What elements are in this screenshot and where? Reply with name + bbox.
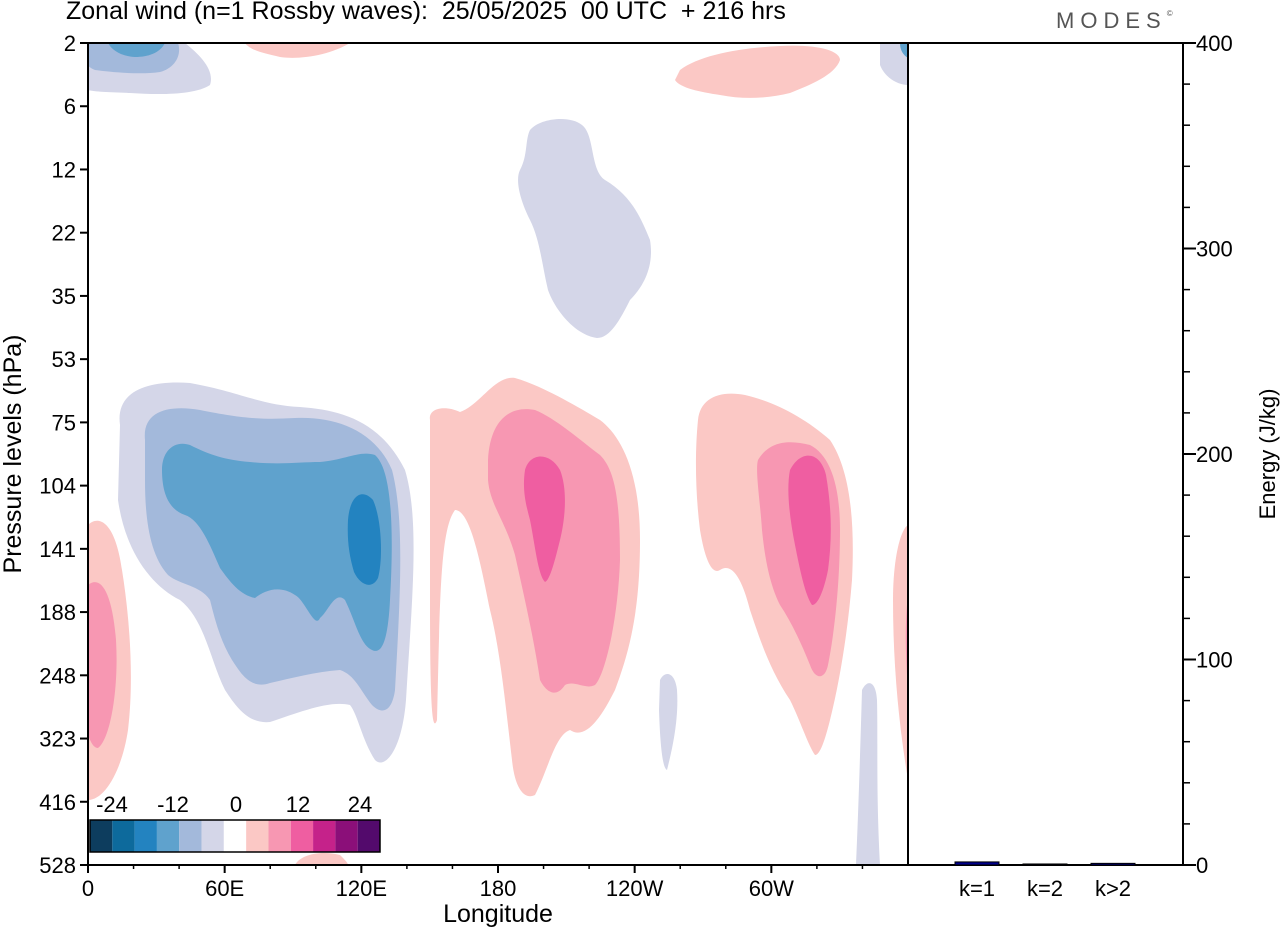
colorbar-swatch (201, 820, 224, 852)
y-tick-label: 22 (52, 221, 76, 246)
energy-bar (1022, 863, 1068, 866)
energy-axis: 0 100 200 300 400 (1183, 31, 1233, 878)
colorbar-swatch (313, 820, 336, 852)
colorbar-swatch (156, 820, 180, 852)
energy-tick-label: 400 (1196, 31, 1233, 56)
energy-tick-label: 0 (1196, 853, 1208, 878)
y-tick-label: 416 (39, 790, 76, 815)
y-tick-label: 104 (39, 474, 76, 499)
energy-bars: k=1 k=2 k>2 (954, 861, 1136, 901)
energy-tick-label: 300 (1196, 237, 1233, 262)
y-tick-label: 12 (52, 157, 76, 182)
energy-bar (1090, 862, 1136, 866)
energy-tick-label: 200 (1196, 442, 1233, 467)
colorbar-swatch (246, 820, 269, 852)
colorbar-swatch (112, 820, 135, 852)
contour-top-neg-right-2 (900, 43, 908, 58)
y-tick-label: 35 (52, 284, 76, 309)
contour-neg-thin1 (659, 674, 678, 770)
brand-logo: MODES© (1056, 8, 1173, 34)
x-tick-label: 60W (749, 876, 794, 901)
colorbar-swatch (268, 820, 291, 852)
colorbar-swatch (335, 820, 358, 852)
y-tick-label: 53 (52, 347, 76, 372)
y-tick-label: 188 (39, 600, 76, 625)
brand-mark: © (1166, 9, 1173, 18)
x-axis-label: Longitude (443, 900, 553, 928)
energy-axis-label: Energy (J/kg) (1255, 389, 1280, 520)
chart-title: Zonal wind (n=1 Rossby waves): 25/05/202… (66, 0, 786, 25)
contour-top-neg-right (880, 43, 908, 85)
y-tick-label: 323 (39, 727, 76, 752)
y-tick-label: 2 (64, 31, 76, 56)
contour-pos-left-2 (88, 582, 117, 748)
y-tick-label: 6 (64, 94, 76, 119)
colorbar-swatch (223, 820, 247, 852)
y-axis-label: Pressure levels (hPa) (0, 335, 27, 574)
colorbar-frame (89, 819, 381, 853)
y-tick-label: 141 (39, 537, 76, 562)
colorbar-label: 12 (286, 792, 310, 817)
contour-pos-180-3 (523, 456, 565, 582)
brand-text: MODES (1056, 8, 1167, 33)
x-tick-label: 180 (480, 876, 517, 901)
contour-field (88, 43, 908, 865)
colorbar-swatch (90, 820, 113, 852)
contour-bottom-pos (295, 853, 348, 865)
colorbar-label: -12 (157, 792, 189, 817)
x-tick-label: 120E (336, 876, 387, 901)
pressure-axis: 2 6 12 22 35 53 75 104 141 188 248 323 416 528 (39, 31, 88, 878)
colorbar-swatch (290, 820, 314, 852)
y-tick-label: 75 (52, 410, 76, 435)
contour-pos-60w-3 (788, 455, 831, 605)
energy-bar (954, 861, 1000, 866)
longitude-axis: 0 60E 120E 180 120W 60W (82, 865, 864, 901)
contour-neg-level3 (162, 443, 392, 651)
colorbar-label: -24 (96, 792, 128, 817)
bar-category-label: k=2 (1027, 876, 1063, 901)
energy-tick-label: 100 (1196, 648, 1233, 673)
colorbar-swatch (357, 820, 380, 852)
x-tick-label: 0 (82, 876, 94, 901)
colorbar-swatch (134, 820, 157, 852)
contour-neg-upper (518, 118, 651, 338)
colorbar-swatch (179, 820, 202, 852)
contour-top-pos-1 (245, 43, 350, 58)
y-tick-label: 248 (39, 663, 76, 688)
y-tick-label: 528 (39, 853, 76, 878)
x-tick-label: 60E (205, 876, 244, 901)
colorbar-label: 24 (348, 792, 372, 817)
bar-category-label: k=1 (959, 876, 995, 901)
contour-neg-level4 (347, 494, 381, 585)
colorbar-label: 0 (230, 792, 242, 817)
contour-pos-right-1 (893, 525, 908, 780)
contour-top-pos-2 (675, 45, 840, 98)
contour-top-neg-3 (108, 43, 165, 57)
colorbar: -24 -12 0 12 24 (89, 792, 381, 853)
bar-category-label: k>2 (1095, 876, 1131, 901)
x-tick-label: 120W (606, 876, 664, 901)
contour-neg-thin2 (856, 683, 880, 865)
